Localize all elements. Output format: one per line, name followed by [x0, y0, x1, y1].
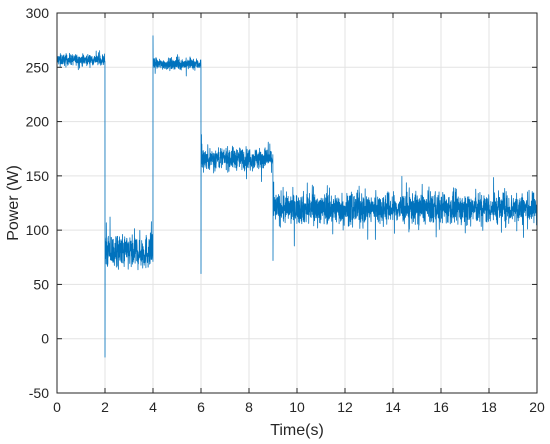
y-tick-label: 150	[26, 168, 50, 184]
y-tick-label: 50	[33, 276, 49, 292]
power-series-line	[56, 35, 538, 358]
x-tick-label: 14	[385, 399, 401, 415]
x-tick-label: 0	[53, 399, 61, 415]
y-tick-label: 250	[26, 59, 50, 75]
y-tick-label: 0	[41, 331, 49, 347]
y-axis-label: Power (W)	[5, 165, 22, 241]
x-tick-label: 20	[529, 399, 545, 415]
x-tick-label: 10	[289, 399, 305, 415]
x-axis-label: Time(s)	[270, 422, 324, 439]
y-tick-label: 300	[26, 5, 50, 21]
x-tick-label: 8	[245, 399, 253, 415]
x-tick-label: 4	[149, 399, 157, 415]
x-tick-label: 2	[101, 399, 109, 415]
x-tick-label: 16	[433, 399, 449, 415]
y-tick-label: -50	[29, 385, 49, 401]
x-tick-label: 18	[481, 399, 497, 415]
x-tick-label: 6	[197, 399, 205, 415]
y-tick-label: 100	[26, 222, 50, 238]
x-tick-label: 12	[337, 399, 353, 415]
y-tick-label: 200	[26, 114, 50, 130]
